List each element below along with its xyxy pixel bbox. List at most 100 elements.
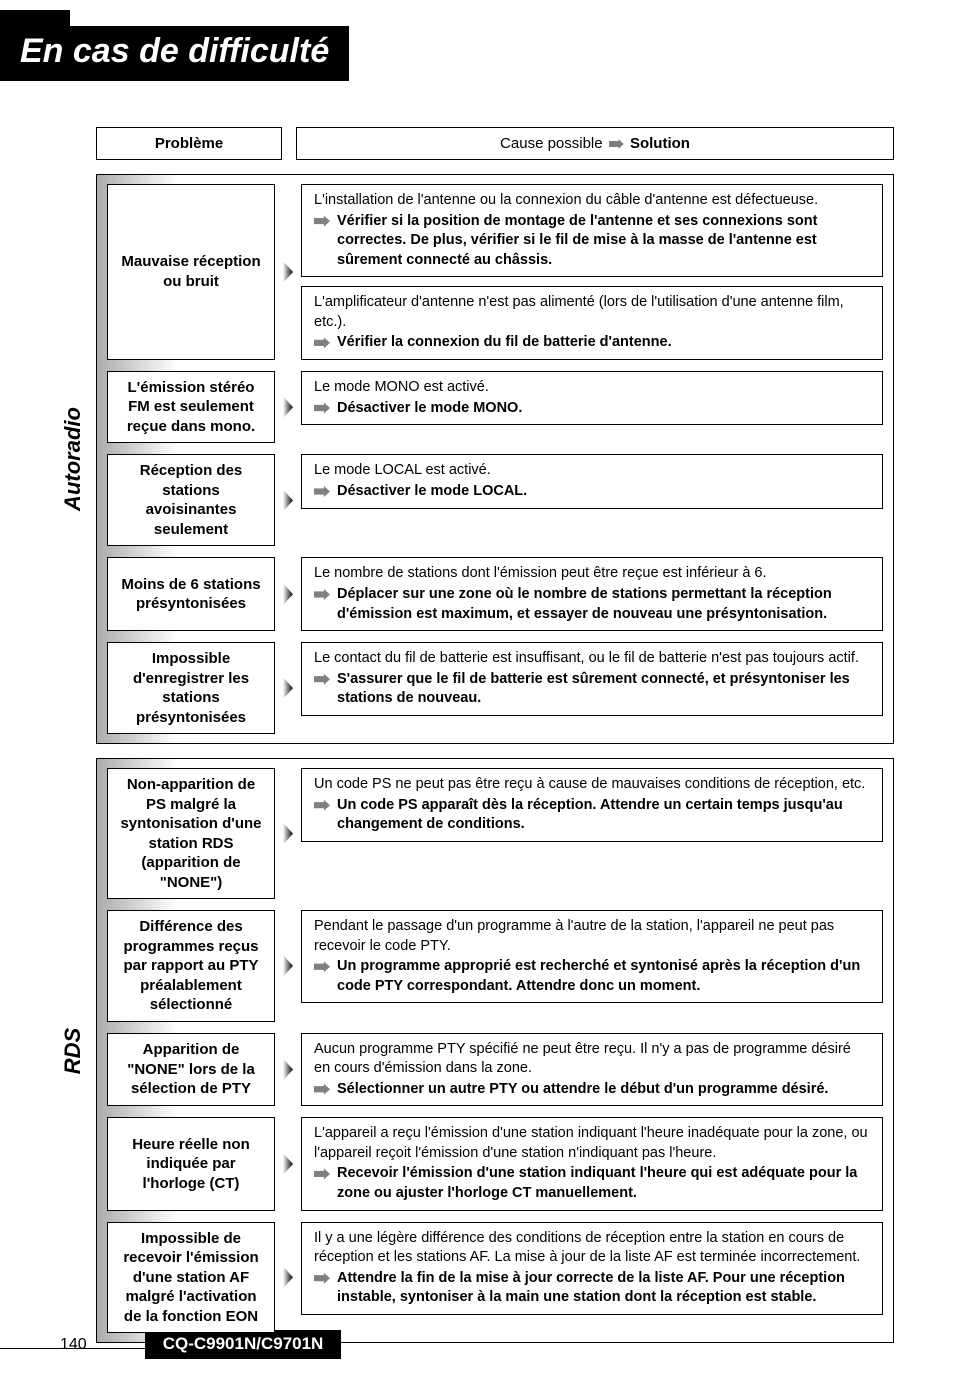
cause-text: Le mode MONO est activé. <box>314 378 870 398</box>
solution-line: S'assurer que le fil de batterie est sûr… <box>314 670 870 709</box>
solution-column: Un code PS ne peut pas être reçu à cause… <box>301 768 883 899</box>
section-tab: Autoradio <box>60 407 86 511</box>
problem-box: Heure réelle non indiquée par l'horloge … <box>107 1117 275 1210</box>
cause-text: L'installation de l'antenne ou la connex… <box>314 191 870 211</box>
solution-line: Sélectionner un autre PTY ou attendre le… <box>314 1080 870 1100</box>
solution-text: Désactiver le mode LOCAL. <box>337 482 527 502</box>
arrow-icon <box>314 486 330 497</box>
solution-box: L'appareil a reçu l'émission d'une stati… <box>301 1117 883 1210</box>
problem-box: Différence des programmes reçus par rapp… <box>107 910 275 1022</box>
header-solution-word: Solution <box>630 135 690 152</box>
page: En cas de difficulté Problème Cause poss… <box>0 0 954 1397</box>
cause-text: Il y a une légère différence des conditi… <box>314 1229 870 1268</box>
solution-box: L'installation de l'antenne ou la connex… <box>301 184 883 277</box>
solution-box: Il y a une légère différence des conditi… <box>301 1222 883 1315</box>
arrow-icon <box>314 961 330 972</box>
arrow-icon <box>314 403 330 414</box>
solution-line: Vérifier si la position de montage de l'… <box>314 212 870 271</box>
arrow-icon <box>314 1084 330 1095</box>
row-arrow <box>283 454 293 546</box>
solution-line: Désactiver le mode LOCAL. <box>314 482 870 502</box>
solution-box: Pendant le passage d'un programme à l'au… <box>301 910 883 1003</box>
solution-box: Le mode MONO est activé.Désactiver le mo… <box>301 371 883 425</box>
arrow-icon <box>283 1153 293 1175</box>
header-solution: Cause possible Solution <box>296 127 894 160</box>
solution-line: Un code PS apparaît dès la réception. At… <box>314 796 870 835</box>
problem-box: Réception des stations avoisinantes seul… <box>107 454 275 546</box>
arrow-icon <box>314 1168 330 1179</box>
problem-box: Moins de 6 stations présyntonisées <box>107 557 275 631</box>
page-title: En cas de difficulté <box>0 26 349 81</box>
row-arrow <box>283 910 293 1022</box>
solution-text: Désactiver le mode MONO. <box>337 399 522 419</box>
solution-box: Le mode LOCAL est activé.Désactiver le m… <box>301 454 883 508</box>
page-number: 140 <box>60 1336 87 1354</box>
problem-box: Non-apparition de PS malgré la syntonisa… <box>107 768 275 899</box>
table-header-row: Problème Cause possible Solution <box>96 127 894 160</box>
solution-text: Sélectionner un autre PTY ou attendre le… <box>337 1080 828 1100</box>
solution-text: Un programme approprié est recherché et … <box>337 957 870 996</box>
cause-text: Le nombre de stations dont l'émission pe… <box>314 564 870 584</box>
solution-box: L'amplificateur d'antenne n'est pas alim… <box>301 286 883 360</box>
solution-line: Un programme approprié est recherché et … <box>314 957 870 996</box>
section-group: RDSNon-apparition de PS malgré la synton… <box>96 758 894 1343</box>
row-arrow <box>283 642 293 734</box>
arrow-icon <box>283 677 293 699</box>
arrow-icon <box>314 337 330 348</box>
arrow-icon <box>314 216 330 227</box>
solution-column: Le nombre de stations dont l'émission pe… <box>301 557 883 631</box>
solution-column: Le mode MONO est activé.Désactiver le mo… <box>301 371 883 444</box>
solution-line: Désactiver le mode MONO. <box>314 399 870 419</box>
solution-column: Le mode LOCAL est activé.Désactiver le m… <box>301 454 883 546</box>
solution-line: Vérifier la connexion du fil de batterie… <box>314 333 870 353</box>
arrow-icon <box>283 489 293 511</box>
row-arrow <box>283 1117 293 1210</box>
problem-box: Impossible de recevoir l'émission d'une … <box>107 1222 275 1334</box>
arrow-icon <box>314 800 330 811</box>
arrow-icon <box>283 1058 293 1080</box>
section-inner: Non-apparition de PS malgré la syntonisa… <box>96 758 894 1343</box>
solution-column: Pendant le passage d'un programme à l'au… <box>301 910 883 1022</box>
arrow-icon <box>283 583 293 605</box>
solution-text: Attendre la fin de la mise à jour correc… <box>337 1269 870 1308</box>
arrow-icon <box>283 261 293 283</box>
section-group: AutoradioMauvaise réception ou bruitL'in… <box>96 174 894 744</box>
trouble-row: Apparition de "NONE" lors de la sélectio… <box>107 1033 883 1107</box>
problem-box: Impossible d'enregistrer les stations pr… <box>107 642 275 734</box>
solution-column: L'installation de l'antenne ou la connex… <box>301 184 883 360</box>
model-badge: CQ-C9901N/C9701N <box>145 1330 342 1359</box>
solution-box: Le contact du fil de batterie est insuff… <box>301 642 883 716</box>
trouble-row: Moins de 6 stations présyntonisées Le nom… <box>107 557 883 631</box>
row-arrow <box>283 557 293 631</box>
solution-line: Attendre la fin de la mise à jour correc… <box>314 1269 870 1308</box>
groups-container: AutoradioMauvaise réception ou bruitL'in… <box>96 174 894 1343</box>
arrow-icon <box>283 955 293 977</box>
trouble-row: Réception des stations avoisinantes seul… <box>107 454 883 546</box>
arrow-icon <box>609 139 624 149</box>
solution-text: Recevoir l'émission d'une station indiqu… <box>337 1164 870 1203</box>
cause-text: Le contact du fil de batterie est insuff… <box>314 649 870 669</box>
solution-column: Aucun programme PTY spécifié ne peut êtr… <box>301 1033 883 1107</box>
cause-text: Le mode LOCAL est activé. <box>314 461 870 481</box>
solution-line: Déplacer sur une zone où le nombre de st… <box>314 585 870 624</box>
header-cause-prefix: Cause possible <box>500 135 603 152</box>
arrow-icon <box>314 1273 330 1284</box>
problem-box: Mauvaise réception ou bruit <box>107 184 275 360</box>
section-inner: Mauvaise réception ou bruit L'installatio… <box>96 174 894 744</box>
solution-box: Le nombre de stations dont l'émission pe… <box>301 557 883 631</box>
solution-column: Le contact du fil de batterie est insuff… <box>301 642 883 734</box>
arrow-icon <box>283 396 293 418</box>
trouble-row: Non-apparition de PS malgré la syntonisa… <box>107 768 883 899</box>
solution-text: Vérifier si la position de montage de l'… <box>337 212 870 271</box>
cause-text: Un code PS ne peut pas être reçu à cause… <box>314 775 870 795</box>
trouble-row: Impossible d'enregistrer les stations pr… <box>107 642 883 734</box>
solution-column: L'appareil a reçu l'émission d'une stati… <box>301 1117 883 1210</box>
arrow-icon <box>283 823 293 845</box>
solution-box: Aucun programme PTY spécifié ne peut êtr… <box>301 1033 883 1107</box>
cause-text: Aucun programme PTY spécifié ne peut êtr… <box>314 1040 870 1079</box>
cause-text: L'appareil a reçu l'émission d'une stati… <box>314 1124 870 1163</box>
solution-column: Il y a une légère différence des conditi… <box>301 1222 883 1334</box>
solution-box: Un code PS ne peut pas être reçu à cause… <box>301 768 883 842</box>
row-arrow <box>283 1033 293 1107</box>
solution-text: Un code PS apparaît dès la réception. At… <box>337 796 870 835</box>
